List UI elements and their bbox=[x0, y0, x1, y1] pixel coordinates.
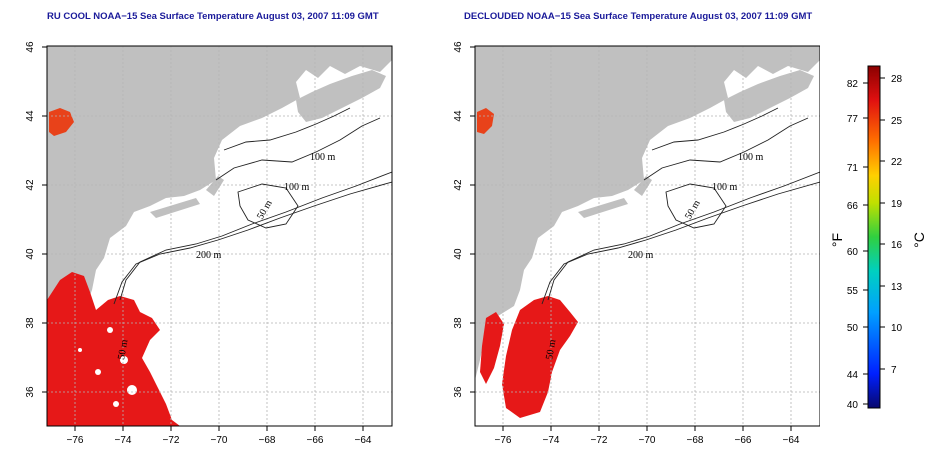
landmass bbox=[47, 46, 392, 380]
colorbar-gradient bbox=[867, 65, 881, 409]
x-tick-label: −72 bbox=[591, 435, 608, 446]
x-tick-label: −64 bbox=[783, 435, 800, 446]
bathymetry-contours bbox=[113, 107, 392, 305]
contour-label: 100 m bbox=[712, 182, 738, 193]
x-tick-label: −74 bbox=[543, 435, 560, 446]
contour-label: 100 m bbox=[738, 152, 764, 163]
temperature-colorbar: 82 77 71 66 60 55 50 44 40 28 25 22 19 1… bbox=[829, 65, 927, 411]
celsius-tick: 13 bbox=[891, 282, 903, 293]
contour-label: 100 m bbox=[284, 182, 310, 193]
x-tick-label: −68 bbox=[687, 435, 704, 446]
graticule bbox=[47, 46, 392, 426]
fahrenheit-tick: 82 bbox=[847, 79, 859, 90]
contour-label: 200 m bbox=[196, 250, 222, 261]
x-tick-label: −68 bbox=[259, 435, 276, 446]
bathymetry-contours bbox=[541, 107, 820, 305]
panel-title-declouded: DECLOUDED NOAA−15 Sea Surface Temperatur… bbox=[464, 11, 813, 22]
x-tick-label: −76 bbox=[495, 435, 512, 446]
sst-patch-main bbox=[47, 272, 180, 426]
colorbar-ticks bbox=[863, 77, 885, 405]
panel-title-raw: RU COOL NOAA−15 Sea Surface Temperature … bbox=[47, 11, 379, 22]
axis-ticks bbox=[470, 46, 792, 431]
x-tick-label: −76 bbox=[67, 435, 84, 446]
cape-cod bbox=[634, 176, 652, 196]
fahrenheit-tick: 66 bbox=[847, 201, 859, 212]
x-tick-label: −64 bbox=[355, 435, 372, 446]
contour-label: 50 m bbox=[544, 338, 558, 360]
sst-speckles bbox=[78, 327, 137, 407]
fahrenheit-tick: 50 bbox=[847, 323, 859, 334]
y-tick-label: 44 bbox=[25, 110, 36, 122]
y-tick-label: 36 bbox=[453, 386, 464, 398]
graticule bbox=[475, 46, 820, 426]
sst-map-declouded: 100 m 100 m 50 m 200 m 50 m −76 −74 −72 … bbox=[453, 41, 820, 446]
x-tick-label: −70 bbox=[211, 435, 228, 446]
long-island bbox=[150, 198, 200, 218]
sst-patch-north bbox=[49, 108, 74, 136]
nova-scotia bbox=[724, 70, 814, 122]
sst-map-raw: 100 m 100 m 50 m 200 m 50 m −76 −74 −72 … bbox=[25, 41, 393, 446]
contour-label: 50 m bbox=[116, 338, 130, 360]
celsius-tick: 22 bbox=[891, 157, 903, 168]
fahrenheit-tick: 71 bbox=[847, 163, 859, 174]
celsius-axis-label: °C bbox=[911, 232, 927, 248]
sst-patch-north bbox=[477, 108, 494, 134]
x-tick-label: −66 bbox=[735, 435, 752, 446]
celsius-tick: 7 bbox=[891, 365, 897, 376]
y-tick-label: 38 bbox=[25, 317, 36, 329]
y-tick-label: 46 bbox=[25, 41, 36, 53]
y-tick-label: 42 bbox=[453, 179, 464, 191]
y-tick-label: 40 bbox=[453, 248, 464, 260]
nova-scotia bbox=[296, 70, 386, 122]
fahrenheit-tick: 55 bbox=[847, 286, 859, 297]
x-tick-label: −70 bbox=[639, 435, 656, 446]
fahrenheit-tick: 40 bbox=[847, 400, 859, 411]
fahrenheit-tick: 44 bbox=[847, 370, 859, 381]
fahrenheit-axis-label: °F bbox=[829, 233, 845, 247]
fahrenheit-tick: 77 bbox=[847, 114, 859, 125]
celsius-tick: 16 bbox=[891, 240, 903, 251]
y-tick-label: 44 bbox=[453, 110, 464, 122]
x-tick-label: −72 bbox=[163, 435, 180, 446]
cape-cod bbox=[206, 176, 224, 196]
landmass bbox=[475, 46, 820, 380]
y-tick-label: 46 bbox=[453, 41, 464, 53]
long-island bbox=[578, 198, 628, 218]
sst-patch-main bbox=[502, 296, 578, 418]
celsius-tick: 28 bbox=[891, 74, 903, 85]
fahrenheit-tick: 60 bbox=[847, 247, 859, 258]
contour-label: 100 m bbox=[310, 152, 336, 163]
celsius-tick: 19 bbox=[891, 199, 903, 210]
y-tick-label: 36 bbox=[25, 386, 36, 398]
y-tick-label: 42 bbox=[25, 179, 36, 191]
axis-ticks bbox=[42, 46, 364, 431]
celsius-tick: 10 bbox=[891, 323, 903, 334]
y-tick-label: 40 bbox=[25, 248, 36, 260]
x-tick-label: −74 bbox=[115, 435, 132, 446]
sst-patch-coast bbox=[480, 312, 504, 384]
contour-label: 200 m bbox=[628, 250, 654, 261]
y-tick-label: 38 bbox=[453, 317, 464, 329]
celsius-tick: 25 bbox=[891, 116, 903, 127]
x-tick-label: −66 bbox=[307, 435, 324, 446]
